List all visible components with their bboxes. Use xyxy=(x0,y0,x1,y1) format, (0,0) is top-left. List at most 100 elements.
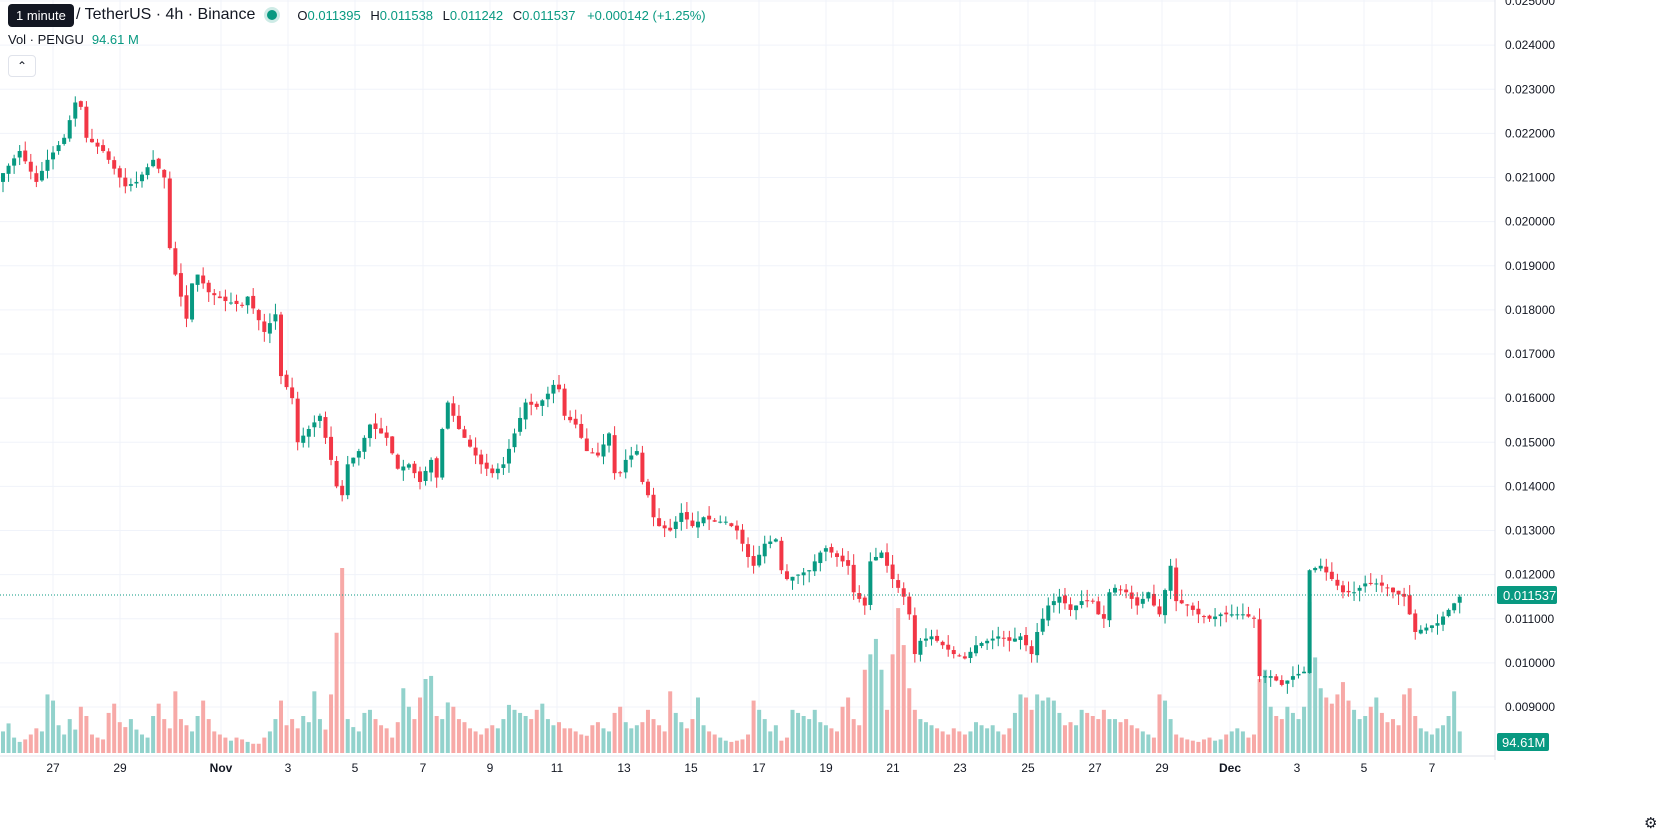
volume-bar xyxy=(206,719,211,753)
candle xyxy=(990,630,995,650)
candle xyxy=(790,576,795,590)
candle-body xyxy=(140,174,144,182)
volume-bar xyxy=(1257,679,1262,753)
volume-bar xyxy=(56,725,61,753)
volume-bar xyxy=(612,712,617,753)
candle-body xyxy=(78,101,83,107)
candle xyxy=(668,518,673,532)
candle xyxy=(362,435,367,460)
candle xyxy=(573,409,578,429)
volume-bar xyxy=(195,716,200,753)
volume-bar xyxy=(106,712,111,753)
candle xyxy=(1407,585,1412,615)
candle-body xyxy=(445,402,450,429)
volume-bar xyxy=(484,728,489,753)
candle xyxy=(979,641,984,649)
candle xyxy=(190,283,195,323)
candle xyxy=(284,370,289,390)
candle-body xyxy=(1007,637,1012,641)
volume-bar xyxy=(462,722,467,753)
candle-body xyxy=(1290,676,1295,680)
volume-bar xyxy=(712,734,717,753)
close-value: 0.011537 xyxy=(522,7,576,23)
candle xyxy=(473,437,478,465)
x-tick-label: 29 xyxy=(113,761,127,775)
y-tick-label: 0.011000 xyxy=(1505,612,1554,626)
candle xyxy=(62,134,67,146)
candle-body xyxy=(901,588,906,597)
volume-bar xyxy=(201,700,206,753)
market-status-icon xyxy=(267,10,278,20)
candle-body xyxy=(334,461,339,487)
volume-legend[interactable]: Vol · PENGU 94.61 M xyxy=(8,32,139,47)
candle xyxy=(1040,608,1045,636)
volume-bar xyxy=(39,731,44,753)
y-tick-label: 0.019000 xyxy=(1505,259,1555,273)
volume-bar xyxy=(306,722,311,753)
volume-bar xyxy=(779,740,784,753)
candle-body xyxy=(1335,579,1340,586)
candle xyxy=(684,502,689,529)
candle-body xyxy=(151,159,156,167)
candle xyxy=(1218,612,1223,627)
candle xyxy=(1096,596,1101,615)
volume-bar xyxy=(1246,737,1251,753)
x-tick-label: Nov xyxy=(210,761,233,775)
candle-body xyxy=(607,433,612,446)
candle-body xyxy=(1174,567,1179,602)
volume-bar xyxy=(412,719,417,753)
candle xyxy=(273,303,278,330)
candle xyxy=(45,149,50,179)
last-price-label: 0.011537 xyxy=(1497,586,1557,605)
volume-bar xyxy=(790,709,795,753)
candle xyxy=(1357,585,1362,602)
volume-bar xyxy=(173,691,178,753)
symbol-title[interactable]: U / TetherUS · 4h · Binance xyxy=(60,6,256,23)
candle-body xyxy=(212,293,217,296)
candle xyxy=(12,154,17,174)
candle xyxy=(495,463,500,480)
candle-body xyxy=(723,521,728,523)
candle xyxy=(445,400,450,430)
volume-bar xyxy=(145,737,150,753)
volume-bar xyxy=(1135,728,1140,753)
x-tick-label: 3 xyxy=(1294,761,1301,775)
volume-bar xyxy=(718,737,723,753)
candle xyxy=(490,464,495,478)
candle-body xyxy=(295,398,300,443)
volume-bar xyxy=(1001,734,1006,753)
volume-bar xyxy=(584,735,589,753)
candle xyxy=(245,296,250,314)
high-value: 0.011538 xyxy=(379,7,434,23)
candle-body xyxy=(701,517,706,524)
candle xyxy=(746,537,751,568)
candle-body xyxy=(351,457,356,464)
candle-body xyxy=(684,512,689,520)
candle xyxy=(173,241,178,277)
svg-text:94.61M: 94.61M xyxy=(1502,735,1545,750)
candle-body xyxy=(340,485,345,496)
candle-body xyxy=(1268,676,1273,678)
candle xyxy=(551,380,556,404)
volume-bar xyxy=(301,716,306,753)
candle-body xyxy=(406,464,411,468)
volume-bar xyxy=(117,722,122,753)
candle xyxy=(73,96,78,127)
volume-bar xyxy=(390,737,395,753)
candle xyxy=(201,267,206,289)
candle xyxy=(23,141,28,164)
gear-icon[interactable]: ⚙ xyxy=(1644,815,1658,832)
volume-bar xyxy=(373,719,378,753)
volume-bar xyxy=(384,728,389,753)
collapse-legend-button[interactable]: ⌃ xyxy=(8,55,36,77)
candle xyxy=(1124,584,1129,599)
volume-bar xyxy=(968,731,973,753)
candle-body xyxy=(857,593,862,599)
candle xyxy=(1074,605,1079,620)
candle xyxy=(1452,602,1457,614)
candle xyxy=(734,520,739,540)
candle xyxy=(123,168,128,194)
candle xyxy=(568,410,573,423)
candle xyxy=(1012,627,1017,642)
